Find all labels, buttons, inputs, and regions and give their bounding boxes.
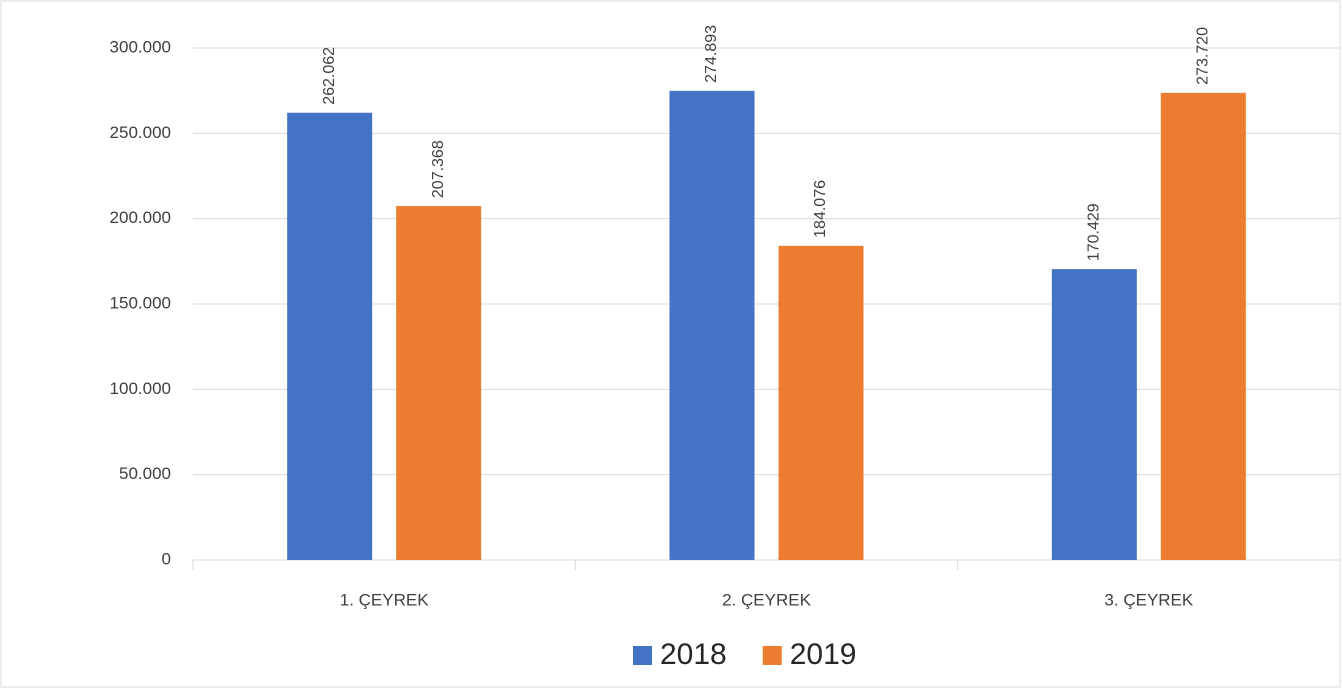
y-tick-label: 150.000 [110,293,171,312]
y-tick-label: 300.000 [110,37,171,56]
y-tick-label: 100.000 [110,379,171,398]
y-tick-label: 50.000 [119,464,171,483]
value-label: 262.062 [321,47,338,105]
y-tick-label: 200.000 [110,208,171,227]
bar [778,245,864,560]
value-label: 274.893 [703,25,720,83]
legend-swatch [762,646,782,665]
value-label: 184.076 [812,180,829,238]
y-tick-label: 0 [162,549,171,568]
legend-label: 2019 [790,638,857,671]
bar [669,90,755,561]
x-tick-label: 3. ÇEYREK [1104,590,1193,609]
bar [287,112,373,560]
bar [1051,269,1137,560]
value-label: 207.368 [430,140,447,198]
value-label: 273.720 [1195,27,1212,85]
x-tick-label: 1. ÇEYREK [340,590,429,609]
y-tick-label: 250.000 [110,123,171,142]
x-tick-label: 2. ÇEYREK [722,590,811,609]
bar [396,206,482,560]
legend-label: 2018 [660,638,727,671]
legend-swatch [633,646,652,665]
value-label: 170.429 [1086,203,1103,261]
bar [1160,92,1246,560]
